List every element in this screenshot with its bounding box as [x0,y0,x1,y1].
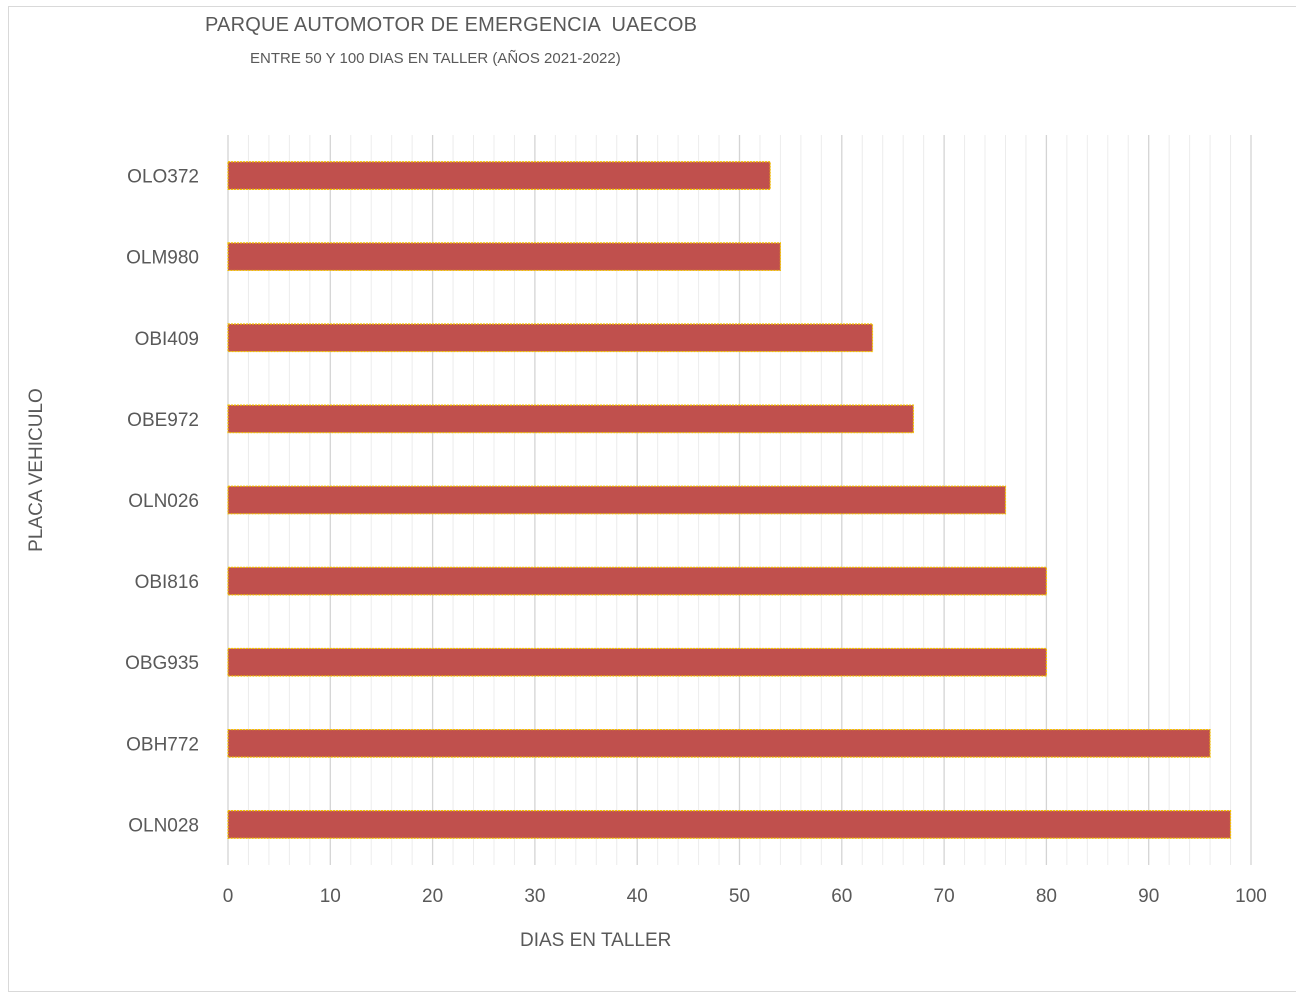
bar-obe972 [227,404,915,434]
bar-obh772 [227,728,1211,758]
x-tick-label: 30 [524,886,545,907]
x-tick-label: 10 [320,886,341,907]
x-tick-label: 100 [1235,886,1267,907]
bar-oln028 [227,810,1232,839]
x-tick-label: 50 [729,886,750,907]
x-tick-label: 40 [627,886,648,907]
chart-title: PARQUE AUTOMOTOR DE EMERGENCIA UAECOB [205,14,698,36]
y-tick-label: OLM980 [126,248,199,269]
x-axis-label: DIAS EN TALLER [520,930,672,951]
bar-obi409 [227,323,874,353]
y-tick-label: OBE972 [127,410,199,431]
y-tick-label: OBG935 [125,653,199,674]
x-tick-label: 60 [831,886,852,907]
bar-oln026 [227,485,1007,515]
bar-olo372 [227,161,771,190]
y-tick-label: OLN026 [128,491,199,512]
chart-subtitle: ENTRE 50 Y 100 DIAS EN TALLER (AÑOS 2021… [250,50,621,67]
x-tick-label: 90 [1138,886,1159,907]
y-tick-label: OBH772 [126,734,199,755]
y-tick-label: OLO372 [127,167,199,188]
y-tick-label: OBI816 [135,572,199,593]
bar-obg935 [227,647,1048,677]
y-tick-label: OLN028 [128,815,199,836]
y-tick-label: OBI409 [135,329,199,350]
bar-obi816 [227,566,1048,596]
x-tick-label: 20 [422,886,443,907]
x-tick-label: 70 [934,886,955,907]
bar-olm980 [227,242,782,272]
x-tick-label: 80 [1036,886,1057,907]
x-tick-label: 0 [223,886,234,907]
